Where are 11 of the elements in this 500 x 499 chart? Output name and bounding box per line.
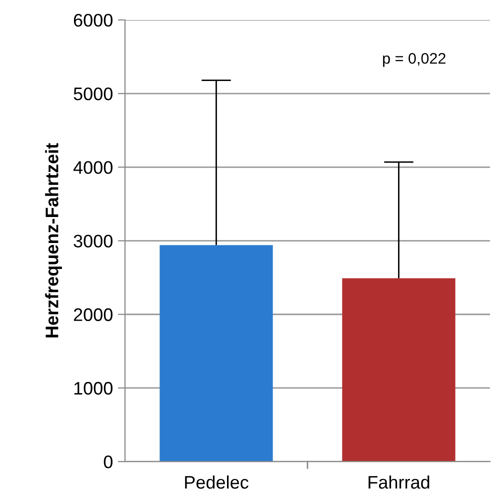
y-tick-label: 3000 bbox=[74, 234, 112, 248]
y-tick-label: 6000 bbox=[74, 14, 112, 27]
y-tick-label: 1000 bbox=[74, 382, 112, 395]
annotation: p = 0,022 bbox=[383, 52, 446, 67]
x-tick-label: Pedelec bbox=[185, 475, 248, 489]
y-tick-label: 2000 bbox=[74, 308, 112, 322]
y-tick-label: 4000 bbox=[73, 161, 112, 174]
y-tick-label: 5000 bbox=[74, 87, 112, 100]
x-tick-label: Fahrrad bbox=[368, 475, 430, 489]
y-tick-label: 0 bbox=[104, 456, 112, 468]
y-axis-title: Herzfrequenz-Fahrtzeit bbox=[45, 143, 62, 338]
